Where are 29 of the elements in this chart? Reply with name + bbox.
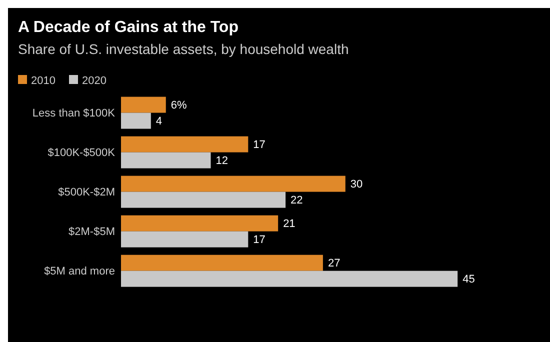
legend-label: 2010 [31,74,56,87]
y-tick-label: Less than $100K [32,108,116,120]
bar [121,254,323,271]
bar [121,136,248,152]
bar [121,192,286,208]
bar [121,215,278,232]
y-tick-label: $2M-$5M [68,226,115,238]
legend-label: 2020 [82,74,106,87]
bar [121,112,151,129]
data-label: 45 [462,274,475,286]
data-label: 17 [253,234,266,246]
y-tick-label: $500K-$2M [58,186,115,199]
bar [121,231,248,248]
bar [121,270,458,287]
data-label: 17 [253,139,266,152]
y-tick-label: $100K-$500K [48,147,116,160]
y-tick-label: $5M and more [44,266,115,278]
data-label: 21 [283,218,296,230]
chart-title: A Decade of Gains at the Top [18,19,239,36]
data-label: 27 [328,258,340,270]
data-label: 6% [170,100,187,112]
bar [121,176,346,192]
data-label: 22 [290,194,303,207]
data-label: 4 [156,116,162,128]
chart-subtitle: Share of U.S. investable assets, by household wealth [18,41,349,57]
bar [121,96,166,113]
data-label: 12 [216,155,228,168]
data-label: 30 [350,178,363,191]
bar [121,152,211,168]
